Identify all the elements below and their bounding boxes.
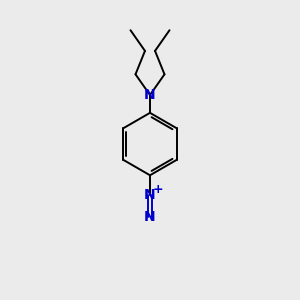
Text: N: N — [144, 88, 156, 102]
Text: N: N — [144, 210, 156, 224]
Text: N: N — [144, 188, 156, 202]
Text: +: + — [153, 183, 164, 196]
